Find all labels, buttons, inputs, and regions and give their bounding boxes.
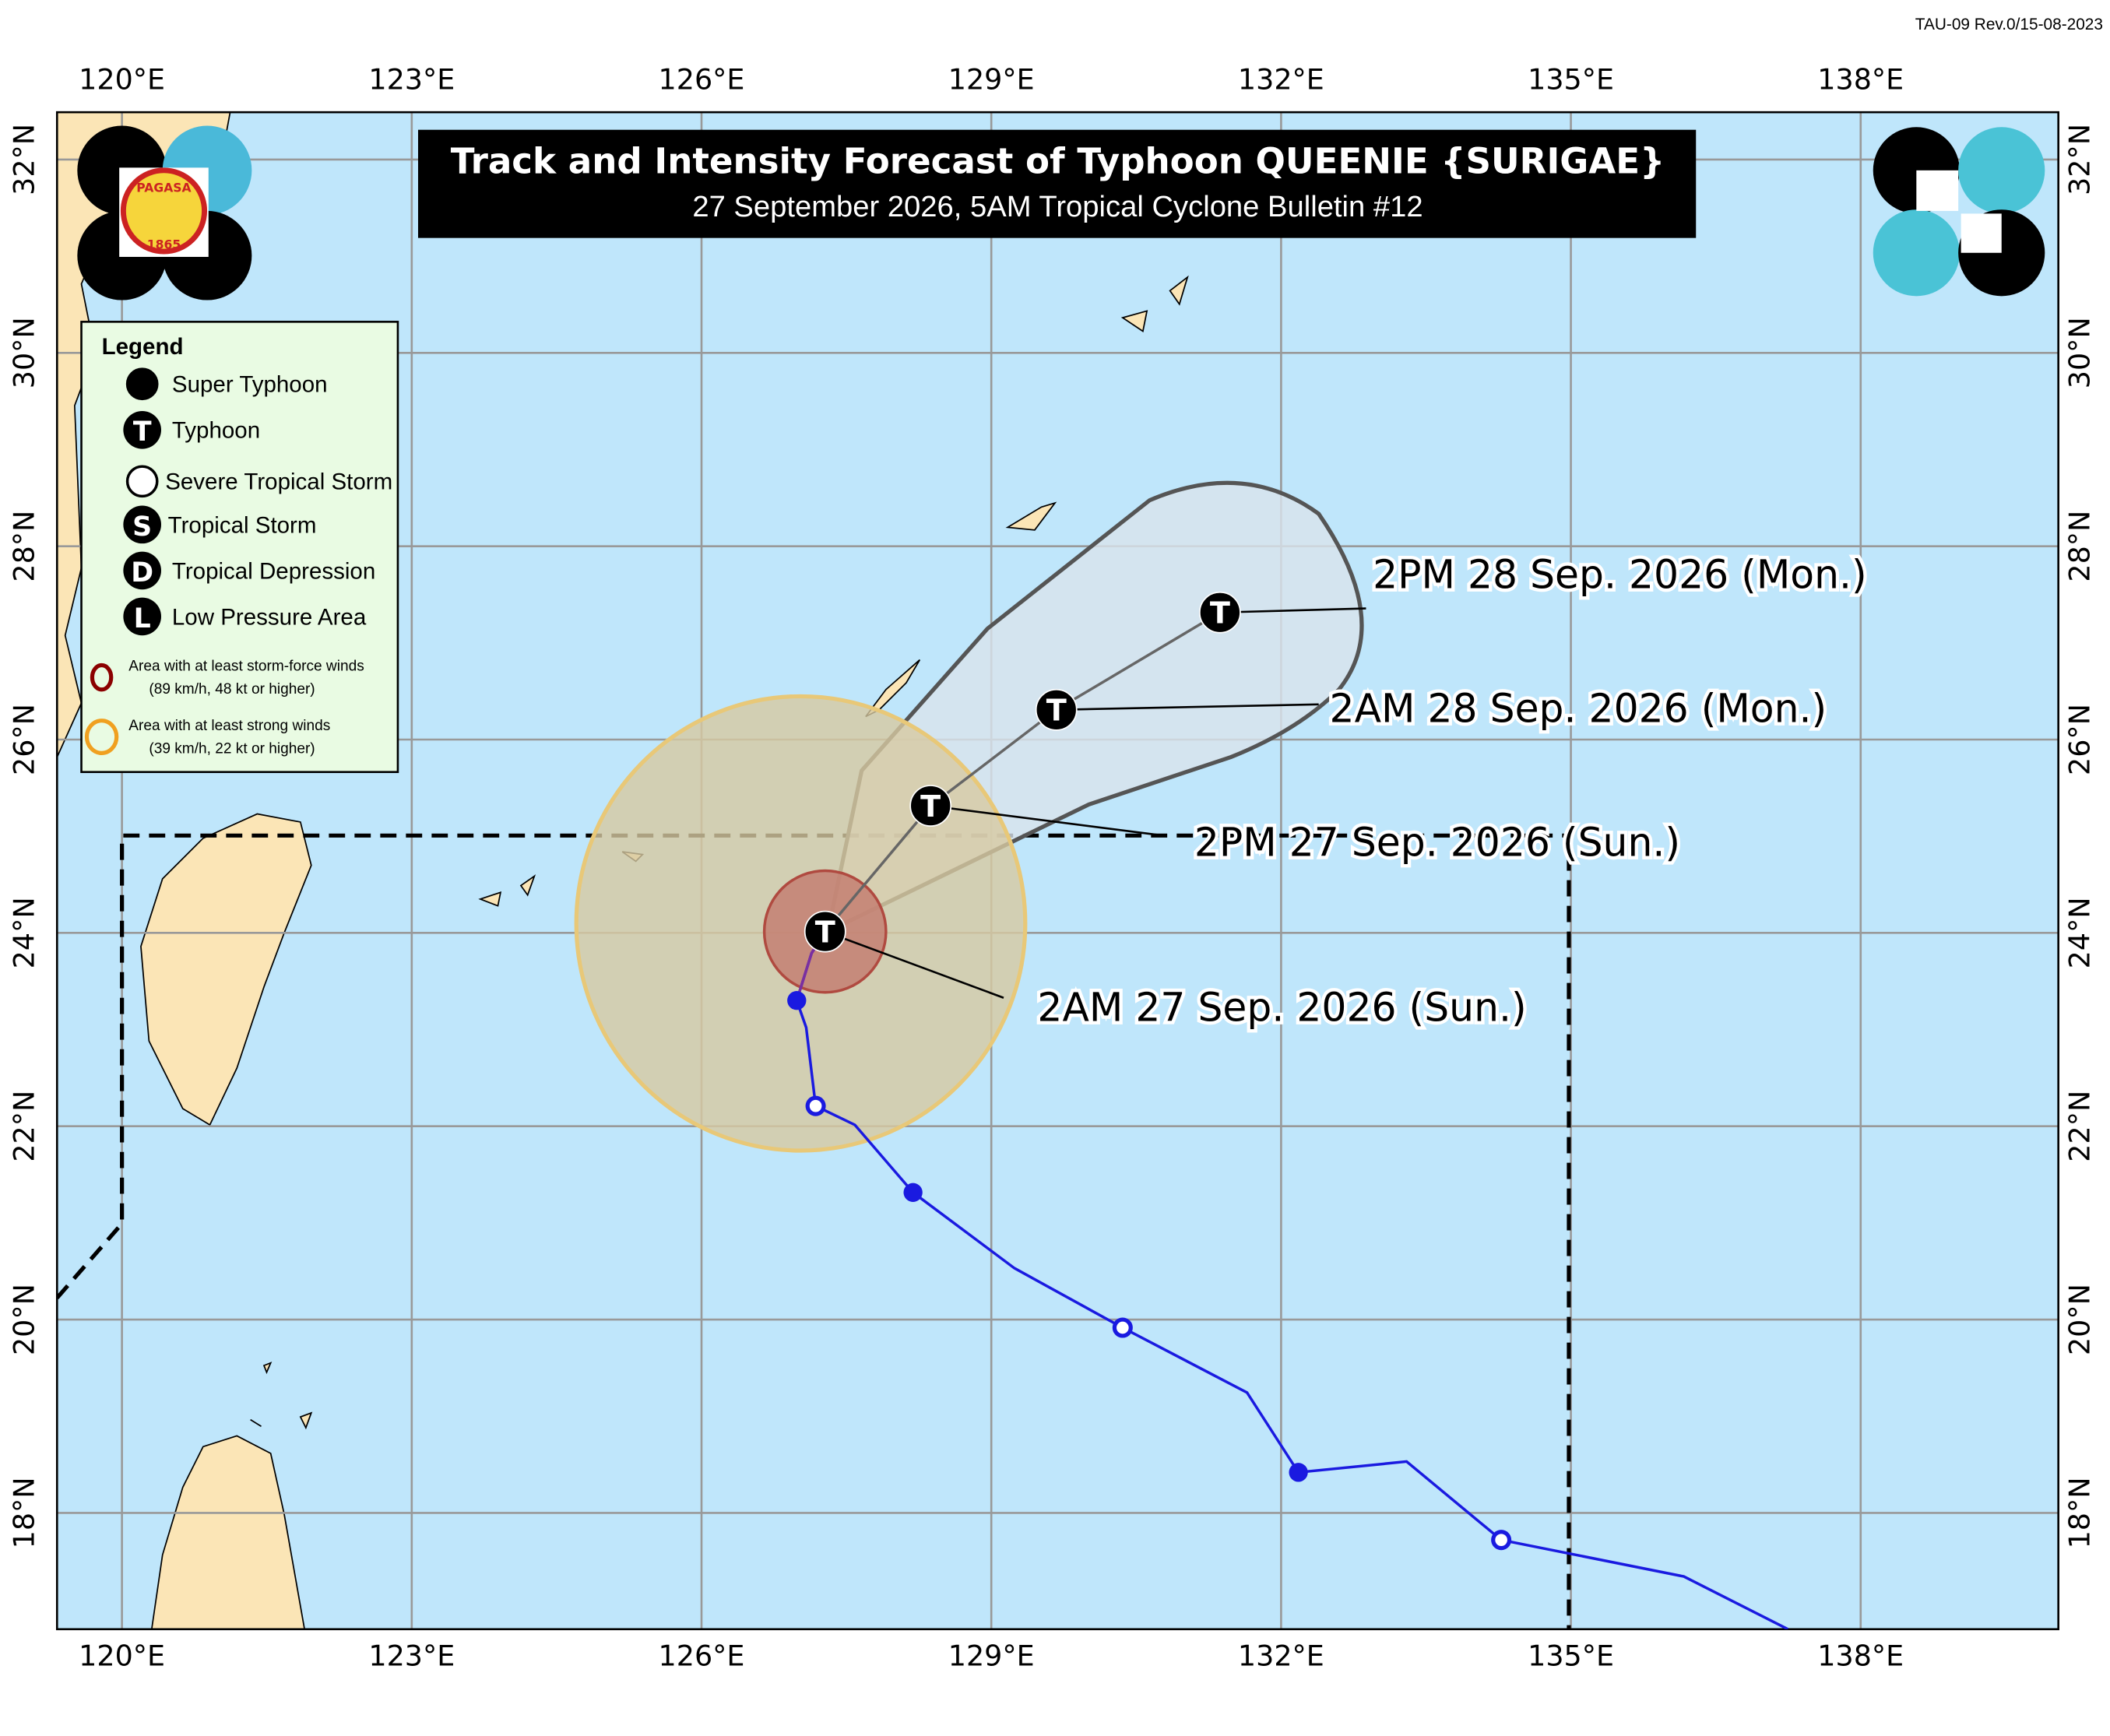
legend-label: Low Pressure Area [172,604,367,630]
legend: Legend Super Typhoon T Typhoon Severe Tropic… [80,321,399,773]
leader-line [1219,607,1366,614]
leader-line [930,804,1164,837]
legend-icon [123,551,162,590]
lat-label: 18°N [8,1477,41,1548]
typhoon-symbol: T [1210,597,1230,631]
legend-symbol: D [131,557,153,589]
par-boundary [57,833,1571,1629]
lon-label: 135°E [1528,1639,1614,1673]
taiwan [140,813,312,1126]
lon-label: 135°E [1528,63,1614,97]
typhoon-symbol: T [920,790,941,824]
legend-label: Tropical Storm [168,512,317,538]
dost-logo [1873,127,2045,297]
past-point [1491,1530,1512,1551]
lon-label: 138°E [1817,1639,1904,1673]
lon-label: 129°E [948,1639,1035,1673]
typhoon-icon [804,910,846,953]
lon-label: 132°E [1238,1639,1324,1673]
lat-label: 20°N [8,1284,41,1355]
title-box [417,129,1697,238]
typhoon-symbol: T [815,916,835,951]
legend-label: Severe Tropical Storm [165,469,392,495]
logo-name: PAGASA [136,181,192,195]
past-point [805,1095,826,1116]
lon-label: 126°E [659,1639,745,1673]
legend-area-icon [84,719,119,755]
past-point [1289,1463,1308,1482]
leader-line [1056,703,1319,712]
legend-icon [123,410,162,449]
legend-icon [123,505,162,544]
legend-area-detail: (89 km/h, 48 kt or higher) [149,681,315,698]
lat-label: 32°N [2063,124,2097,195]
lat-label: 26°N [2063,704,2097,775]
lon-label: 126°E [659,63,745,97]
title: Track and Intensity Forecast of Typhoon … [451,140,1665,181]
lat-label: 20°N [2063,1284,2097,1355]
lon-label: 123°E [368,1639,455,1673]
legend-title: Legend [102,334,184,360]
frame [55,111,2059,1631]
legend-icon [125,465,159,498]
lat-label: 22°N [2063,1091,2097,1162]
forecast-track [824,611,1221,933]
lat-label: 30°N [2063,317,2097,388]
lon-label: 120°E [79,1639,165,1673]
lat-label: 32°N [8,124,41,195]
legend-area-label: Area with at least storm-force winds [128,658,364,674]
legend-icon [125,367,159,401]
subtitle: 27 September 2026, 5AM Tropical Cyclone … [692,190,1422,223]
lat-label: 28°N [8,511,41,582]
lat-label: 22°N [8,1091,41,1162]
legend-area-label: Area with at least strong winds [128,718,330,734]
lon-label: 123°E [368,63,455,97]
typhoon-icon [1035,688,1078,731]
legend-label: Super Typhoon [172,372,328,398]
past-point [787,991,807,1010]
lon-label: 138°E [1817,63,1904,97]
forecast-label: 2AM 28 Sep. 2026 (Mon.) [1330,685,1827,731]
legend-icon [123,597,162,636]
lon-label: 120°E [79,63,165,97]
legend-symbol: T [133,416,152,448]
lat-label: 30°N [8,317,41,388]
forecast-label: 2AM 27 Sep. 2026 (Sun.) [1037,984,1526,1030]
past-point [903,1183,923,1202]
past-track [795,930,1789,1629]
lat-label: 28°N [2063,511,2097,582]
forecast-label: 2PM 27 Sep. 2026 (Sun.) [1194,819,1680,865]
typhoon-icon [1198,591,1241,634]
past-point [1112,1317,1133,1338]
lat-label: 18°N [2063,1477,2097,1548]
lon-label: 129°E [948,63,1035,97]
legend-area-icon [90,662,114,692]
typhoon-icon [909,785,952,828]
legend-label: Tropical Depression [172,558,375,584]
legend-label: Typhoon [172,418,260,444]
revision: TAU-09 Rev.0/15-08-2023 [1915,16,2103,33]
legend-area-detail: (39 km/h, 22 kt or higher) [149,740,315,757]
forecast-label: 2PM 28 Sep. 2026 (Mon.) [1373,551,1867,597]
logo-year: 1865 [147,237,181,252]
luzon [150,1435,305,1629]
lat-label: 24°N [8,897,41,968]
pagasa-logo: PAGASA 1865 [77,125,252,300]
leader-line [825,930,1004,999]
lat-label: 26°N [8,704,41,775]
typhoon-symbol: T [1046,694,1067,729]
legend-symbol: L [134,603,151,634]
lat-label: 24°N [2063,897,2097,968]
legend-symbol: S [132,511,152,543]
lon-label: 132°E [1238,63,1324,97]
